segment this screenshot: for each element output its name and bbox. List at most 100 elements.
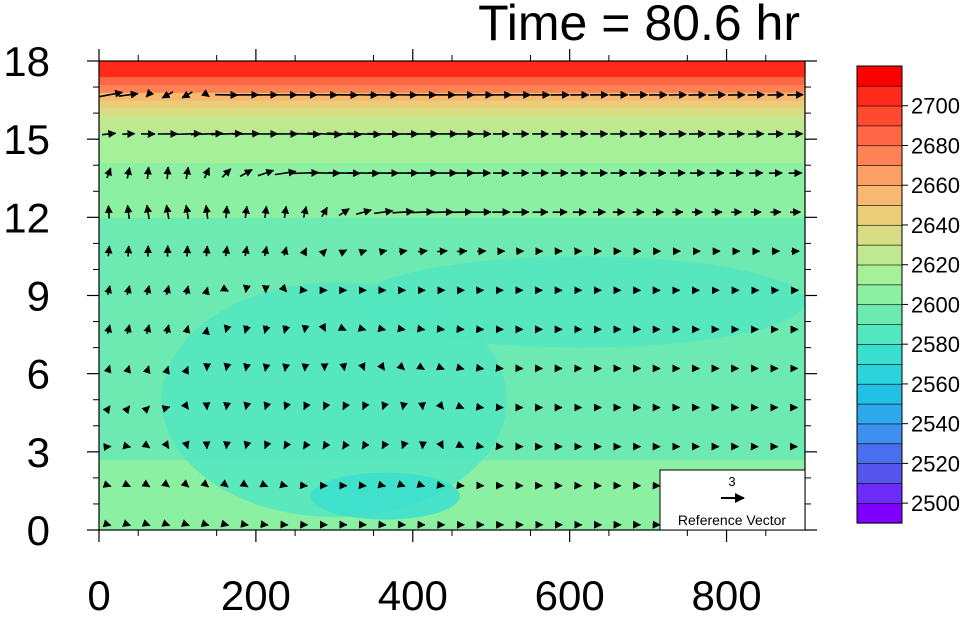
wind-vector [436,440,444,450]
colorbar-label: 2600 [911,292,960,317]
wind-vector [202,167,210,179]
wind-vector [222,245,231,257]
wind-vector [221,168,232,178]
wind-vector [396,480,406,488]
shaded-field [99,61,805,530]
wind-vector [381,440,390,450]
wind-vector [279,480,289,489]
wind-vector [242,284,251,294]
wind-vector [259,479,269,488]
wind-vector [307,130,343,139]
wind-vector [143,166,152,179]
wind-vector [162,365,170,375]
wind-vector [181,90,193,99]
wind-vector [122,130,136,138]
field-band [99,154,805,164]
colorbar-box [856,184,903,206]
wind-vector [182,324,191,334]
wind-vector [163,166,172,180]
plot-area: 0 200 400 600 800 0 3 6 9 12 15 18 3 Reference Vec… [3,38,817,618]
wind-vector [262,363,271,372]
wind-vector [121,479,131,488]
wind-vector [455,363,465,372]
wind-vector [141,405,151,415]
wind-vector [222,205,231,219]
wind-vector [392,207,415,216]
wind-vector [122,519,132,527]
field-band [99,232,805,242]
wind-vector [260,520,269,529]
colorbar-frame [856,65,903,524]
y-tick-label: 0 [27,507,50,554]
wind-vector [161,90,174,99]
wind-vector [338,208,350,217]
field-band [99,255,805,265]
wind-vector [283,401,291,411]
colorbar-label: 2640 [911,213,960,238]
wind-vector [202,204,211,219]
field-band [99,193,805,203]
field-band [99,216,805,226]
field-band [99,506,805,515]
wind-vector [320,206,328,218]
reference-vector-label: Reference Vector [678,512,787,528]
wind-vector [456,247,468,256]
colorbar-box [856,224,903,246]
colorbar-box [856,423,903,445]
field-band [99,224,805,234]
wind-vector [280,246,289,256]
wind-vector [181,440,190,450]
wind-vector [123,364,131,374]
wind-vector [243,362,252,372]
field-feature-surface-cool-spot [310,472,460,520]
colorbar-label: 2580 [911,332,960,357]
wind-vector [322,440,331,450]
colorbar-box [856,145,903,166]
wind-vector [142,365,151,375]
reference-vector-magnitude: 3 [728,474,735,489]
field-band [99,99,805,109]
wind-vector [342,401,350,411]
wind-vector [243,401,252,411]
colorbar-label: 2660 [911,173,960,198]
wind-vector [240,519,249,528]
wind-vector [202,245,211,257]
colorbar-box [856,165,903,186]
wind-vector [163,285,171,295]
wind-vector [362,401,370,411]
wind-vector [243,440,252,450]
wind-vector [104,285,113,295]
wind-vector [358,362,366,372]
wind-vector [378,248,388,256]
wind-vector [180,479,190,488]
colorbar-box [856,65,903,87]
wind-vector [400,401,408,411]
wind-vector [103,364,112,374]
wind-vector [281,205,290,218]
wind-vector [283,440,292,450]
wind-vector [435,400,445,410]
field-band [99,138,805,148]
wind-vector [239,479,249,488]
colorbar: 2500 2520 2540 2560 2580 2600 2620 2640 2660 2680… [856,65,960,524]
reference-vector-frame [659,469,806,531]
field-band [99,177,805,187]
field-band [99,61,805,70]
colorbar-box [856,502,903,524]
colorbar-label: 2540 [911,412,960,437]
wind-vector [102,480,112,488]
chart-title: Time = 80.6 hr [478,0,800,51]
wind-vector [337,323,347,331]
wind-vector [261,205,270,218]
field-band [99,146,805,156]
field-band [99,76,805,85]
wind-vector [377,361,386,371]
wind-vector [124,245,133,257]
wind-vector [122,441,132,450]
wind-vector [431,208,454,217]
wind-vector [257,168,275,177]
wind-vector [201,286,210,296]
wind-vector [102,130,117,138]
wind-vector [339,362,348,372]
